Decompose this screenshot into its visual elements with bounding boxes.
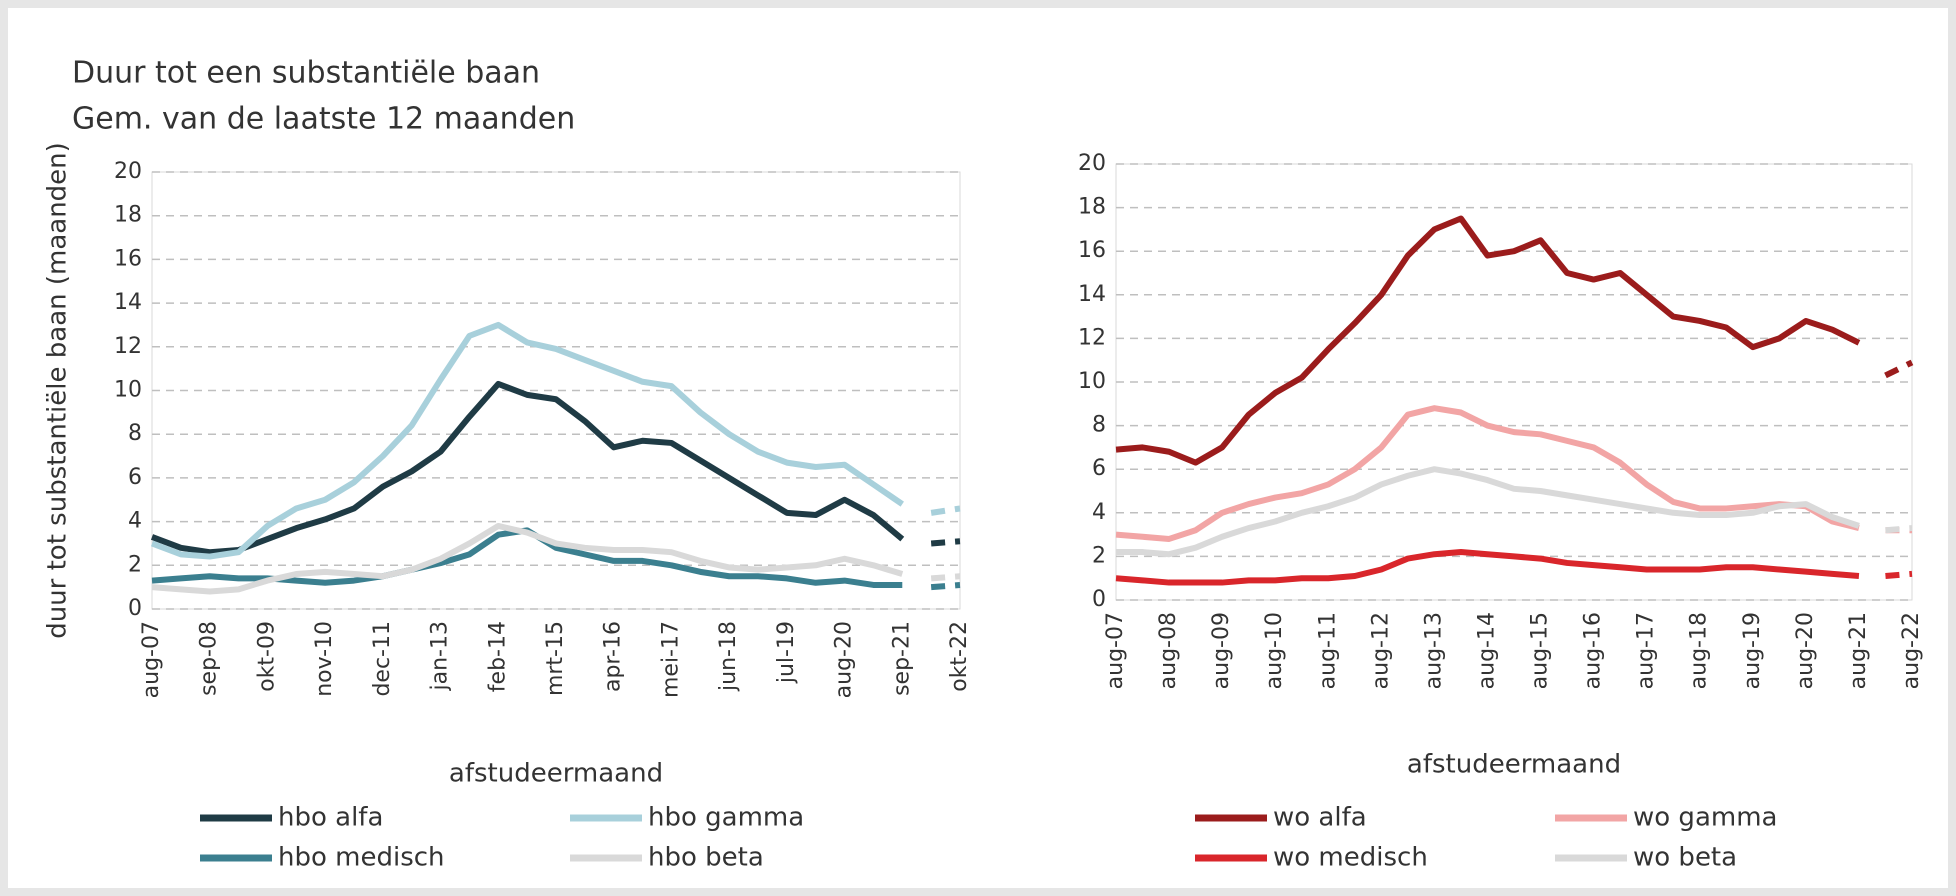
y-tick-label: 16: [114, 246, 142, 271]
x-tick-label: aug-20: [832, 621, 857, 698]
chart-title: Duur tot een substantiële baan: [72, 56, 540, 91]
x-tick-label: mei-17: [658, 621, 683, 698]
x-tick-label: feb-14: [485, 621, 510, 692]
y-tick-label: 14: [114, 290, 142, 315]
x-tick-label: aug-16: [1581, 612, 1606, 689]
x-tick-label: mrt-15: [543, 621, 568, 696]
x-tick-label: aug-11: [1315, 612, 1340, 689]
x-tick-label: aug-21: [1846, 612, 1871, 689]
series-line: [930, 581, 961, 591]
x-axis-label: afstudeermaand: [449, 759, 663, 789]
x-tick-label: aug-13: [1421, 612, 1446, 689]
x-tick-label: aug-07: [1103, 612, 1128, 689]
y-tick-label: 6: [1092, 456, 1106, 481]
y-tick-label: 14: [1078, 282, 1106, 307]
y-tick-label: 4: [1092, 500, 1106, 525]
y-tick-label: 12: [1078, 325, 1106, 350]
x-tick-label: aug-10: [1262, 612, 1287, 689]
x-tick-label: aug-09: [1209, 612, 1234, 689]
x-tick-label: aug-14: [1474, 612, 1499, 689]
x-tick-label: jan-13: [428, 621, 453, 691]
y-tick-label: 0: [1092, 587, 1106, 612]
legend-label: hbo beta: [648, 843, 764, 873]
legend-label: wo beta: [1633, 843, 1737, 873]
y-tick-label: 16: [1078, 238, 1106, 263]
series-line: [1885, 525, 1913, 534]
x-tick-label: sep-08: [197, 621, 222, 696]
x-axis-label: afstudeermaand: [1407, 750, 1621, 780]
y-tick-label: 8: [128, 421, 142, 446]
series-line: [930, 573, 961, 582]
legend-label: hbo alfa: [278, 803, 383, 833]
legend-label: wo alfa: [1273, 803, 1367, 833]
legend-label: wo gamma: [1633, 803, 1777, 833]
x-tick-label: aug-19: [1740, 612, 1765, 689]
y-tick-label: 20: [114, 159, 142, 184]
chart-subtitle: Gem. van de laatste 12 maanden: [72, 102, 575, 137]
x-tick-label: aug-15: [1528, 612, 1553, 689]
series-line: [151, 522, 904, 595]
x-tick-label: jun-18: [716, 621, 741, 692]
x-tick-label: aug-18: [1687, 612, 1712, 689]
y-tick-label: 18: [114, 203, 142, 228]
x-tick-label: jul-19: [774, 621, 799, 684]
y-tick-label: 18: [1078, 195, 1106, 220]
y-tick-label: 6: [128, 465, 142, 490]
y-tick-label: 2: [1092, 543, 1106, 568]
y-tick-label: 10: [1078, 369, 1106, 394]
series-line: [930, 538, 961, 547]
x-tick-label: aug-12: [1368, 612, 1393, 689]
y-tick-label: 10: [114, 378, 142, 403]
x-tick-label: dec-11: [370, 621, 395, 697]
series-line: [150, 321, 904, 560]
series-line: [1115, 215, 1861, 466]
y-tick-label: 12: [114, 334, 142, 359]
y-tick-label: 20: [1078, 151, 1106, 176]
x-tick-label: aug-22: [1899, 612, 1924, 689]
x-tick-label: okt-09: [254, 621, 279, 692]
y-axis-label: duur tot substantiële baan (maanden): [43, 142, 73, 639]
series-line: [1116, 466, 1860, 558]
y-tick-label: 4: [128, 509, 142, 534]
series-line: [150, 380, 905, 556]
legend-label: hbo gamma: [648, 803, 804, 833]
x-tick-label: aug-17: [1634, 612, 1659, 689]
x-tick-label: apr-16: [601, 621, 626, 692]
y-tick-label: 0: [128, 596, 142, 621]
series-line: [1115, 405, 1860, 542]
x-tick-label: nov-10: [312, 621, 337, 697]
x-tick-label: sep-21: [889, 621, 914, 696]
series-line: [1115, 549, 1860, 586]
series-line: [1885, 570, 1913, 580]
legend-label: hbo medisch: [278, 843, 445, 873]
series-line: [1884, 359, 1914, 379]
series-line: [930, 505, 961, 516]
x-tick-label: aug-20: [1793, 612, 1818, 689]
y-tick-label: 8: [1092, 413, 1106, 438]
x-tick-label: aug-07: [139, 621, 164, 698]
legend-label: wo medisch: [1273, 843, 1428, 873]
y-tick-label: 2: [128, 552, 142, 577]
x-tick-label: aug-08: [1156, 612, 1181, 689]
x-tick-label: okt-22: [947, 621, 972, 692]
